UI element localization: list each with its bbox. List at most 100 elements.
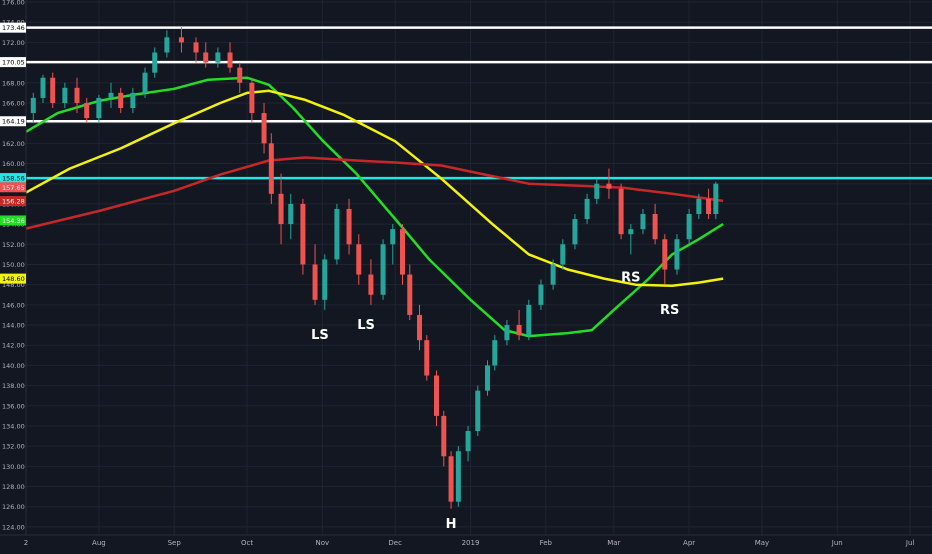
price-badge [0,273,26,284]
price-badge-label: 158.56 [2,175,25,183]
candle-body [334,208,340,260]
candle-body [142,72,148,93]
x-tick-label: Mar [607,539,620,547]
candle-body [441,415,447,457]
candle-body [399,229,405,275]
x-tick-label: May [755,539,769,547]
candle-body [30,97,36,114]
annotation-label: H [446,517,457,532]
candle-body [193,42,199,53]
y-tick-label: 126.00 [2,503,25,511]
price-badge-label: 154.36 [2,217,25,225]
candle-body [492,340,498,366]
candle-body [300,203,306,265]
y-axis-background [0,0,26,535]
candle-body [118,92,124,109]
candle-body [84,102,90,119]
candle-body [560,244,566,265]
candle-body [249,82,255,114]
candle-body [640,214,646,230]
candle-body [618,188,624,235]
candle-body [538,284,544,305]
candle-body [606,183,612,189]
candle-body [227,52,233,68]
candle-body [50,77,56,103]
price-badge-label: 157.65 [2,184,25,192]
annotations: LS LS H RS RS [311,271,679,532]
price-badge [0,182,26,193]
x-tick-label: Sep [168,539,182,547]
price-badge-label: 148.60 [2,275,25,283]
price-badge-label: 173.46 [2,24,25,32]
x-axis-background [0,535,932,550]
candle-body [278,193,284,225]
candle-body [152,52,158,73]
price-badge [0,196,26,207]
price-badge [0,22,26,33]
candle-body [237,67,243,83]
annotation-label: LS [311,328,329,343]
candle-body [465,431,471,452]
candle-body [504,325,510,341]
price-badge [0,116,26,127]
y-tick-label: 132.00 [2,443,25,451]
y-axis: 124.00 126.00 128.00 130.00 132.00 134.00 136.… [0,0,26,531]
y-tick-label: 136.00 [2,402,25,410]
candle-body [652,214,658,240]
candle-body [455,451,461,502]
candle-body [96,97,102,119]
candle-body [526,304,532,336]
y-tick-label: 124.00 [2,523,25,531]
x-tick-label: Feb [540,539,553,547]
candle-body [713,183,719,214]
candle-body [288,203,294,225]
gridlines [25,0,932,535]
candle-body [62,87,68,103]
candle-body [475,390,481,432]
x-tick-label: Jul [905,539,915,547]
candle-body [407,274,413,315]
candle-body [380,244,386,295]
price-badge [0,173,26,184]
candle-body [74,87,80,103]
annotation-label: RS [621,271,640,286]
x-tick-label: 2019 [462,539,480,547]
annotation-label: LS [357,318,375,333]
price-badge-label: 170.05 [2,59,25,67]
candle-body [178,37,184,43]
y-tick-label: 160.00 [2,160,25,168]
candle-body [268,143,274,194]
candle-body [108,92,114,98]
y-tick-label: 150.00 [2,261,25,269]
candle-body [485,365,491,391]
candle-body [203,52,209,63]
candle-body [312,264,318,300]
candle-body [164,37,170,53]
y-tick-label: 162.00 [2,140,25,148]
candle-body [706,198,712,214]
annotation-label: RS [660,303,679,318]
candle-body [215,52,221,63]
y-tick-label: 148.00 [2,281,25,289]
candle-body [572,219,578,245]
x-tick-label: 2 [24,539,28,547]
x-tick-label: Oct [241,539,253,547]
y-tick-label: 144.00 [2,322,25,330]
y-tick-label: 166.00 [2,99,25,107]
candle-body [40,77,46,98]
x-tick-label: Nov [315,539,329,547]
candle-body [424,340,430,376]
y-tick-label: 130.00 [2,463,25,471]
y-tick-label: 138.00 [2,382,25,390]
y-tick-label: 134.00 [2,422,25,430]
candle-body [356,244,362,275]
y-tick-label: 142.00 [2,342,25,350]
candle-body [346,208,352,245]
candle-body [416,314,422,341]
y-tick-label: 152.00 [2,241,25,249]
candle-body [390,229,396,245]
x-tick-label: Dec [388,539,402,547]
price-badge-label: 156.28 [2,198,25,206]
